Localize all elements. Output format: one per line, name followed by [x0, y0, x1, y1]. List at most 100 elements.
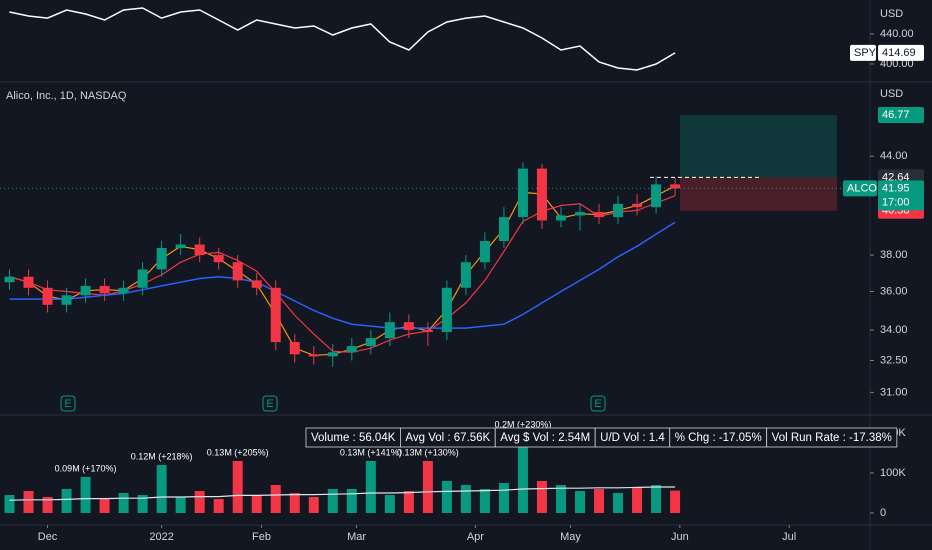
candle-body	[536, 168, 547, 221]
volume-bar	[670, 490, 681, 513]
candle-body	[384, 322, 395, 339]
volume-bar	[536, 481, 547, 513]
volume-bar	[632, 487, 643, 513]
volume-label: 0.09M (+170%)	[55, 463, 117, 473]
volume-label: 0.2M (+230%)	[495, 419, 552, 429]
info-text: % Chg : -17.05%	[675, 432, 762, 444]
x-tick-label: Jul	[782, 531, 796, 543]
volume-bar	[23, 491, 34, 513]
volume-bar	[4, 495, 15, 513]
spy-price-tag-bg	[878, 44, 924, 61]
volume-bar	[80, 477, 91, 513]
earnings-label: E	[594, 398, 601, 410]
candle-body	[175, 244, 186, 249]
candle-body	[651, 184, 662, 208]
volume-bar	[156, 465, 167, 513]
last-price: 41.95	[882, 182, 910, 194]
earnings-label: E	[64, 398, 71, 410]
candle-body	[327, 352, 338, 357]
volume-label: 0.13M (+205%)	[207, 447, 269, 457]
candle-body	[422, 330, 433, 333]
candle-body	[346, 346, 357, 353]
volume-bar	[118, 493, 129, 513]
y-tick-label: 36.00	[880, 285, 908, 297]
volume-bar	[575, 491, 585, 513]
candle-body	[575, 212, 585, 216]
candle-body	[4, 276, 15, 283]
x-tick-label: Apr	[467, 531, 484, 543]
candle-body	[137, 269, 148, 288]
info-text: Volume : 56.04K	[311, 432, 396, 444]
info-cell	[766, 427, 898, 448]
earnings-marker	[590, 395, 606, 412]
earnings-label: E	[266, 398, 273, 410]
candle-body	[80, 285, 91, 296]
volume-average	[9, 486, 676, 501]
volume-bar	[194, 491, 205, 513]
candle-body	[99, 285, 110, 294]
y-tick-label: 31.00	[880, 386, 908, 398]
candle-body	[194, 244, 205, 256]
candle-body	[213, 255, 224, 263]
candle-body	[23, 276, 34, 288]
y-tick-label: 400.00	[880, 58, 914, 70]
candle-body	[270, 287, 281, 343]
volume-bar	[232, 461, 243, 513]
candle-body	[632, 203, 643, 208]
volume-bar	[137, 495, 148, 513]
volume-label: 0.13M (+130%)	[397, 447, 459, 457]
candle-body	[156, 248, 167, 270]
candle-body	[613, 203, 624, 218]
volume-label: 0.13M (+141%)	[340, 447, 402, 457]
stop-zone	[680, 177, 837, 211]
volume-bar	[251, 495, 262, 513]
volume-bar	[175, 497, 186, 513]
volume-bar	[422, 461, 433, 513]
volume-bar	[403, 491, 414, 513]
countdown: 17:00	[882, 196, 910, 208]
candle-body	[289, 342, 300, 355]
moving-average	[9, 221, 676, 329]
volume-bar	[42, 497, 53, 513]
volume-bar	[613, 493, 624, 513]
currency: USD	[880, 88, 903, 100]
y-tick-label: 32.50	[880, 354, 908, 366]
volume-bar	[61, 489, 72, 513]
volume-bar	[308, 497, 319, 513]
volume-bar	[555, 485, 566, 513]
info-text: Vol Run Rate : -17.38%	[772, 432, 892, 444]
volume-bar	[289, 493, 300, 513]
volume-bar	[460, 485, 471, 513]
candle-body	[460, 262, 471, 288]
volume-bar	[651, 485, 662, 513]
entry-tag: 42.64	[882, 171, 910, 183]
y-tick-label: 0	[880, 507, 886, 519]
candle-body	[251, 280, 262, 288]
x-tick-label: Mar	[347, 531, 366, 543]
volume-bar	[270, 485, 281, 513]
spy-tag-bg	[850, 44, 876, 61]
candle-body	[42, 287, 53, 305]
volume-bar	[441, 481, 452, 513]
symbol-title: Alico, Inc., 1D, NASDAQ	[6, 90, 127, 102]
y-tick-label: 34.00	[880, 324, 908, 336]
volume-bar	[384, 495, 395, 513]
volume-bar	[346, 489, 357, 513]
earnings-marker	[262, 395, 278, 412]
info-text: Avg $ Vol : 2.54M	[500, 432, 590, 444]
candle-body	[479, 241, 490, 263]
candle-body	[118, 287, 129, 294]
x-tick-label: 2022	[149, 531, 173, 543]
info-text: Avg Vol : 67.56K	[405, 432, 490, 444]
target-zone	[680, 115, 837, 178]
volume-bar	[479, 489, 490, 513]
target-tag-bg	[878, 107, 924, 124]
volume-bar	[99, 499, 110, 513]
symbol-tag: ALCO	[847, 182, 877, 194]
x-tick-label: Feb	[252, 531, 271, 543]
volume-bar	[517, 433, 528, 513]
candle-body	[594, 212, 605, 218]
volume-label: 0.12M (+218%)	[131, 451, 193, 461]
spy-line	[9, 7, 676, 71]
